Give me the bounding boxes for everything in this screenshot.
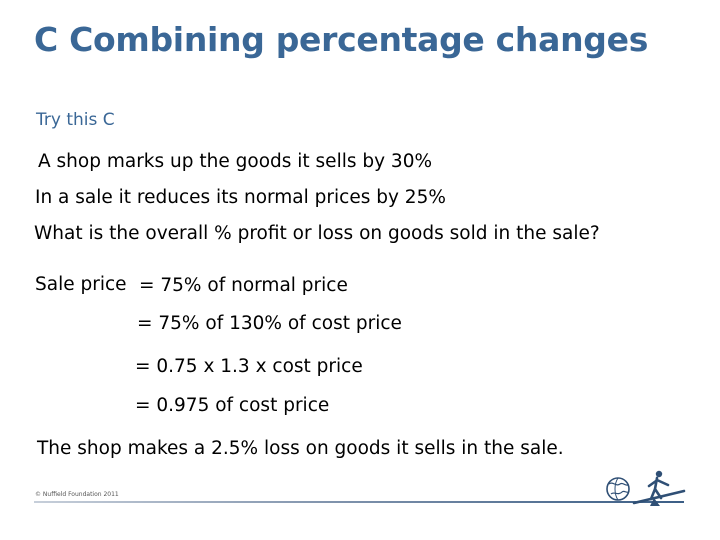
working-label: Sale price xyxy=(35,274,127,295)
nuffield-logo xyxy=(606,470,686,506)
slide-subtitle: Try this C xyxy=(36,110,115,130)
problem-line-3: What is the overall % profit or loss on … xyxy=(34,223,600,244)
problem-line-2: In a sale it reduces its normal prices b… xyxy=(35,187,446,208)
copyright: © Nuffield Foundation 2011 xyxy=(35,491,119,498)
working-step-3: = 0.75 x 1.3 x cost price xyxy=(135,356,363,377)
globe-icon xyxy=(606,477,630,501)
footer-divider xyxy=(34,501,684,503)
working-step-2: = 75% of 130% of cost price xyxy=(137,313,402,334)
problem-line-1: A shop marks up the goods it sells by 30… xyxy=(38,151,433,172)
conclusion: The shop makes a 2.5% loss on goods it s… xyxy=(37,438,564,459)
working-step-1: = 75% of normal price xyxy=(139,275,348,296)
slide-title: C Combining percentage changes xyxy=(34,20,649,59)
working-step-4: = 0.975 of cost price xyxy=(135,395,330,416)
figure-on-seesaw-icon xyxy=(632,470,686,506)
